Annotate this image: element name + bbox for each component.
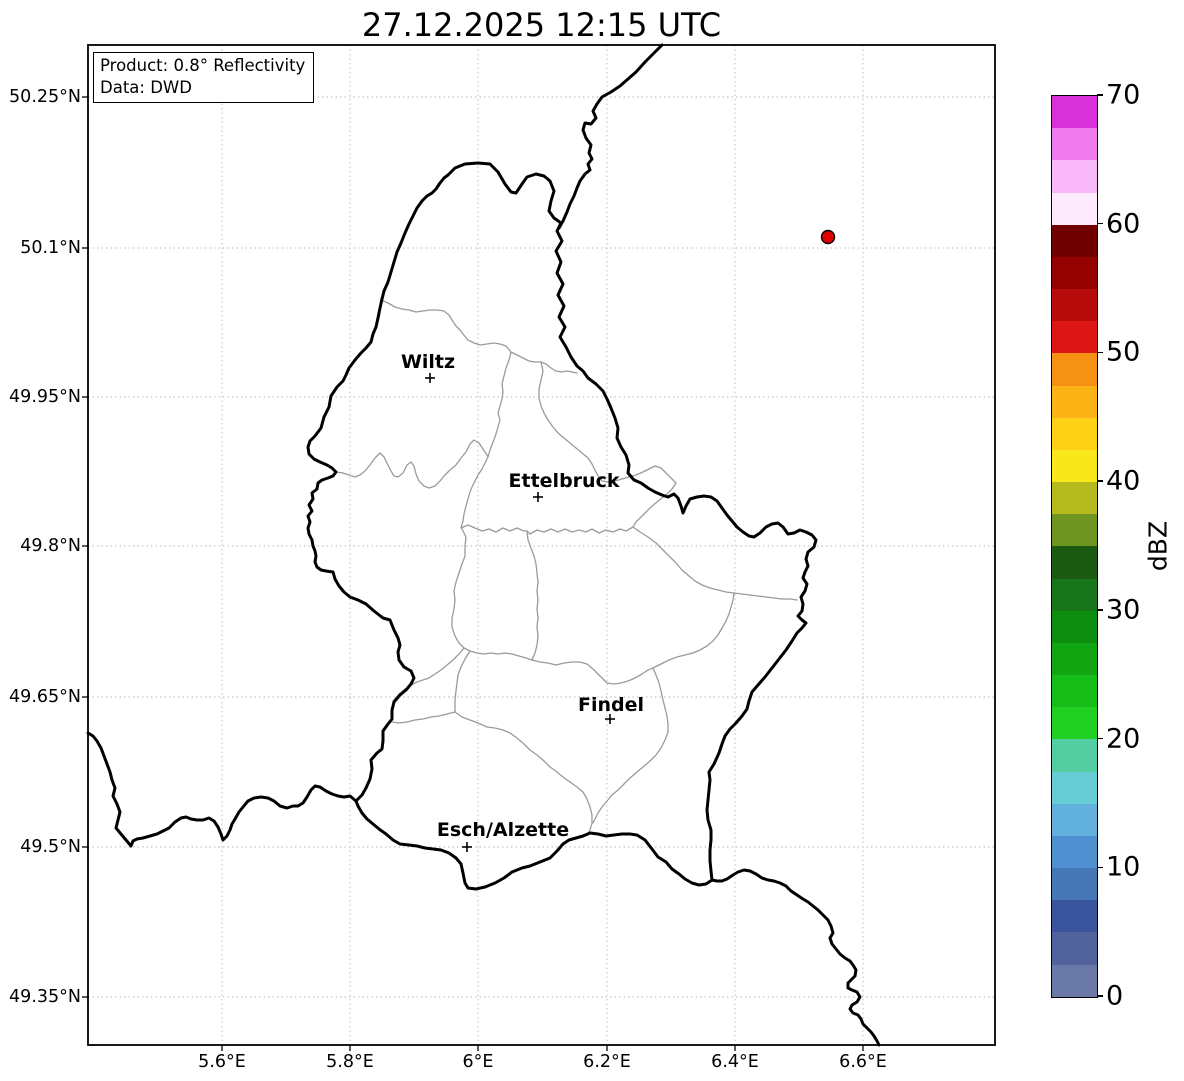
colorbar-segment [1052,128,1097,161]
colorbar-segment [1052,385,1097,418]
colorbar-segment [1052,900,1097,933]
colorbar-tick-mark [1097,866,1103,869]
colorbar-segment [1052,96,1097,129]
canton-border [460,524,798,601]
y-axis-tick-label: 49.8°N [20,536,81,556]
canton-border [391,711,456,724]
canton-border [451,528,539,661]
y-axis-tick-label: 49.95°N [9,387,81,407]
colorbar-segment [1052,321,1097,354]
colorbar-tick-label: 60 [1106,208,1141,240]
x-axis-tick-label: 6.4°E [711,1052,759,1072]
city-label: Wiltz [400,351,456,373]
colorbar-segment [1052,868,1097,901]
y-axis-tick-label: 50.1°N [20,238,81,258]
y-axis-tick-label: 50.25°N [9,87,81,107]
colorbar-tick-mark [1097,222,1103,225]
colorbar-segment [1052,675,1097,708]
colorbar-tick-mark [1097,737,1103,740]
country-border-luxembourg [306,161,818,891]
canton-border [538,361,677,484]
canton-border [632,482,677,528]
city-label: Esch/Alzette [436,819,570,841]
colorbar-tick-label: 10 [1106,851,1141,883]
figure-title: 27.12.2025 12:15 UTC [361,6,722,44]
map-frame [87,44,996,1046]
colorbar-tick-mark [1097,480,1103,482]
colorbar-segment [1052,482,1097,515]
colorbar-tick-label: 50 [1106,336,1141,368]
colorbar-segment [1052,160,1097,193]
canton-border [531,659,669,824]
colorbar-segment [1052,964,1097,997]
product-info-line2: Data: DWD [100,77,192,97]
canton-border [335,439,489,489]
neighbor-border [557,43,664,230]
canton-border [510,351,578,374]
colorbar-segment [1052,224,1097,257]
colorbar-segment [1052,417,1097,450]
canton-border [380,299,512,529]
colorbar-segment [1052,546,1097,579]
x-axis-tick-label: 6.2°E [583,1052,631,1072]
colorbar-segment [1052,771,1097,804]
colorbar-segment [1052,642,1097,676]
colorbar-segment [1052,707,1097,740]
city-label: Ettelbruck [508,470,620,492]
city-label: Findel [577,694,645,716]
product-info-box: Product: 0.8° Reflectivity Data: DWD [93,52,315,103]
colorbar-tick-mark [1097,94,1103,96]
colorbar-segment [1052,514,1097,547]
colorbar-unit-label: dBZ [1143,520,1173,572]
colorbar-tick-mark [1097,609,1103,611]
colorbar-segment [1052,192,1097,225]
colorbar-segment [1052,610,1097,643]
colorbar-segment [1052,256,1097,290]
x-axis-tick-label: 6.6°E [839,1052,887,1072]
colorbar-segment [1052,289,1097,322]
colorbar [1051,95,1098,998]
y-axis-tick-label: 49.35°N [9,987,81,1007]
colorbar-segment [1052,803,1097,836]
x-axis-tick-label: 5.8°E [326,1052,374,1072]
colorbar-tick-label: 30 [1106,594,1141,626]
y-axis-tick-label: 49.5°N [20,837,81,857]
radar-location-dot [820,229,836,245]
colorbar-tick-label: 70 [1106,79,1141,111]
colorbar-tick-mark [1097,351,1103,354]
x-axis-tick-label: 5.6°E [198,1052,246,1072]
colorbar-segment [1052,739,1097,772]
x-axis-tick-label: 6°E [462,1052,494,1072]
colorbar-tick-label: 0 [1106,980,1124,1012]
y-axis-tick-label: 49.65°N [9,687,81,707]
product-info-line1: Product: 0.8° Reflectivity [100,56,306,75]
colorbar-tick-mark [1097,995,1103,997]
colorbar-segment [1052,353,1097,386]
neighbor-border [86,731,358,848]
colorbar-segment [1052,578,1097,611]
colorbar-segment [1052,932,1097,965]
colorbar-tick-label: 40 [1106,465,1141,497]
colorbar-segment [1052,835,1097,869]
colorbar-segment [1052,449,1097,483]
canton-border [454,650,593,835]
canton-border [652,592,735,669]
colorbar-tick-label: 20 [1106,723,1141,755]
neighbor-border [710,868,881,1047]
